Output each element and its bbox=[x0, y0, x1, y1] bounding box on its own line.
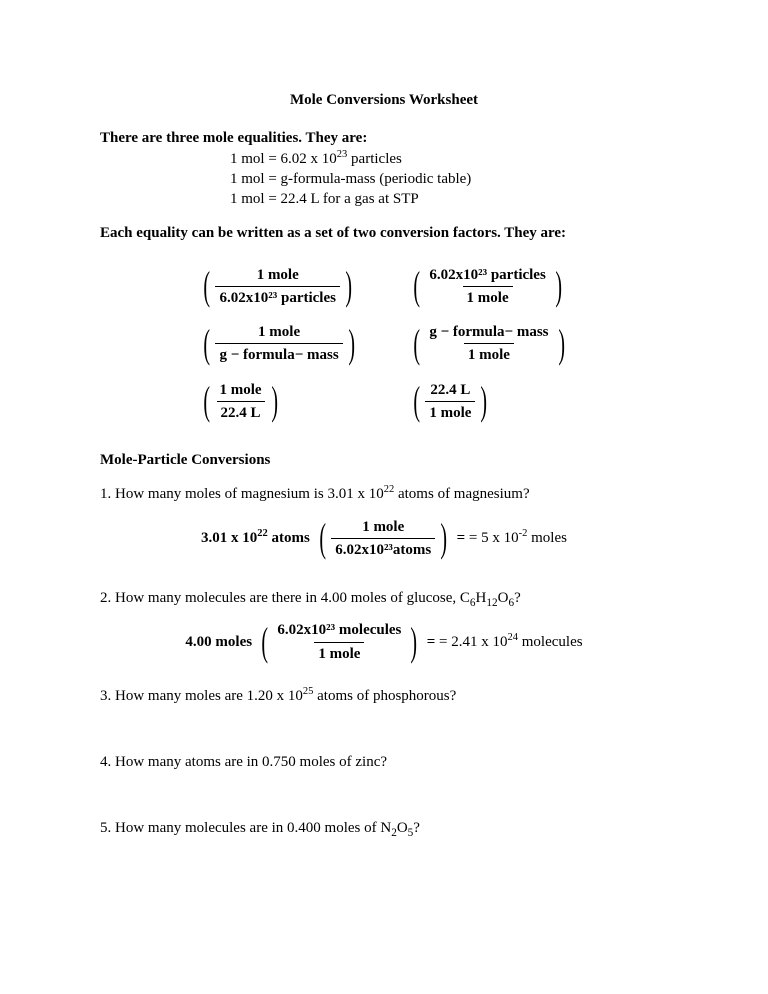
conversion-factors-table: (1 mole6.02x10²³ particles) (6.02x10²³ p… bbox=[149, 252, 619, 437]
factor-3-left: (1 mole22.4 L) bbox=[200, 380, 281, 424]
equality-2: 1 mol = g-formula-mass (periodic table) bbox=[230, 169, 668, 189]
factor-1-left: (1 mole6.02x10²³ particles) bbox=[200, 265, 355, 309]
factor-2-left: (1 moleg − formula− mass) bbox=[200, 322, 358, 366]
factor-1-right: (6.02x10²³ particles1 mole) bbox=[410, 265, 565, 309]
factor-2-right: (g − formula− mass1 mole) bbox=[410, 322, 568, 366]
equality-1: 1 mol = 6.02 x 1023 particles bbox=[230, 149, 668, 169]
worksheet-title: Mole Conversions Worksheet bbox=[100, 90, 668, 110]
question-2: 2. How many molecules are there in 4.00 … bbox=[100, 588, 668, 608]
factor-3-right: (22.4 L1 mole) bbox=[410, 380, 491, 424]
question-1: 1. How many moles of magnesium is 3.01 x… bbox=[100, 484, 668, 504]
intro-heading: There are three mole equalities. They ar… bbox=[100, 128, 668, 148]
question-4: 4. How many atoms are in 0.750 moles of … bbox=[100, 752, 668, 772]
question-1-work: 3.01 x 1022 atoms (1 mole6.02x10²³atoms)… bbox=[100, 517, 668, 561]
factors-heading: Each equality can be written as a set of… bbox=[100, 223, 668, 243]
question-2-work: 4.00 moles (6.02x10²³ molecules1 mole) =… bbox=[100, 620, 668, 664]
equality-3: 1 mol = 22.4 L for a gas at STP bbox=[230, 189, 668, 209]
question-5: 5. How many molecules are in 0.400 moles… bbox=[100, 818, 668, 838]
section-1-heading: Mole-Particle Conversions bbox=[100, 450, 668, 470]
question-3: 3. How many moles are 1.20 x 1025 atoms … bbox=[100, 686, 668, 706]
